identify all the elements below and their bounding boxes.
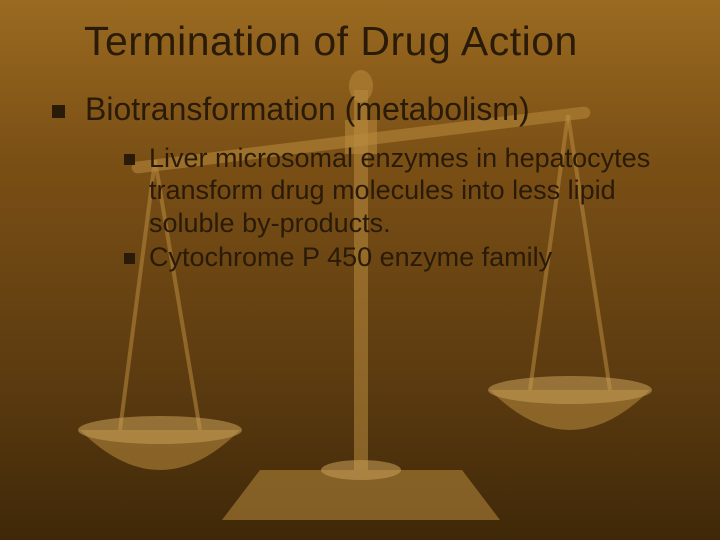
bullet-level2-text: Liver microsomal enzymes in hepatocytes … [149, 142, 676, 239]
square-bullet-icon [52, 105, 65, 118]
bullet-level2: Liver microsomal enzymes in hepatocytes … [124, 142, 676, 239]
bullet-level1-text: Biotransformation (metabolism) [85, 91, 530, 128]
bullet-level2: Cytochrome P 450 enzyme family [124, 241, 676, 273]
slide: Termination of Drug Action Biotransforma… [0, 0, 720, 540]
slide-title: Termination of Drug Action [84, 18, 676, 65]
square-bullet-icon [124, 253, 135, 264]
square-bullet-icon [124, 154, 135, 165]
content-area: Termination of Drug Action Biotransforma… [0, 0, 720, 274]
bullet-level1: Biotransformation (metabolism) [52, 91, 676, 128]
bullet-level2-text: Cytochrome P 450 enzyme family [149, 241, 552, 273]
